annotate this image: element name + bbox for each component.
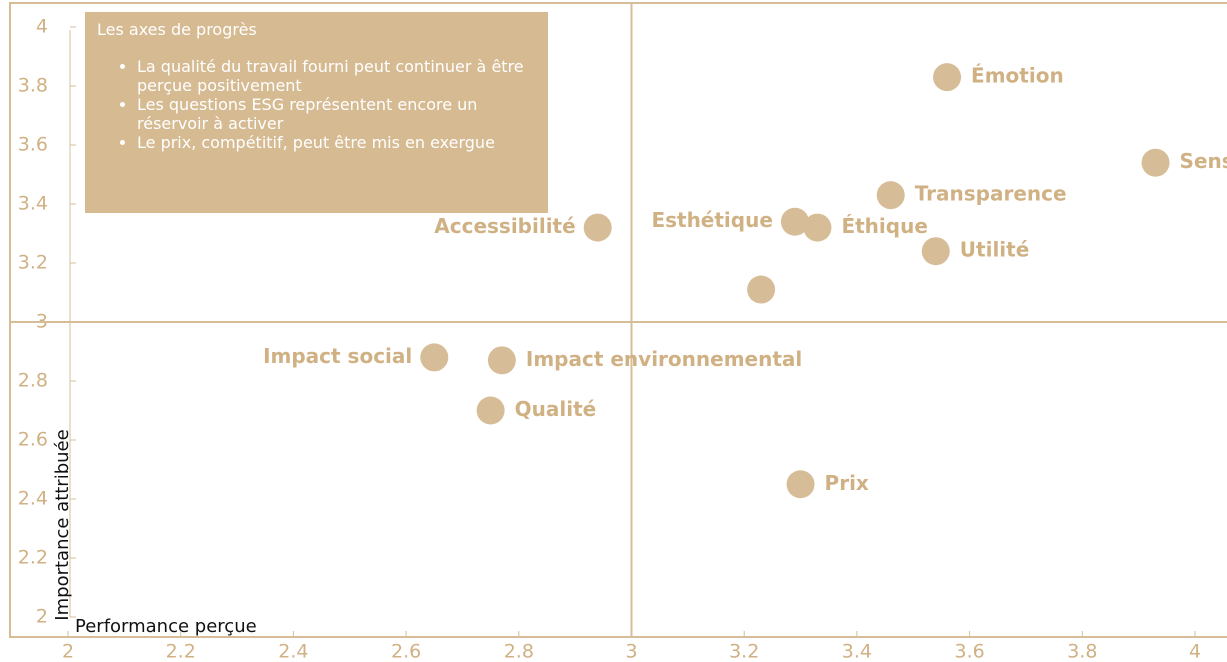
point-label: Impact social xyxy=(263,344,412,368)
point xyxy=(786,470,815,499)
y-tick-label: 3.4 xyxy=(18,193,48,215)
annotation-item: Le prix, compétitif, peut être mis en ex… xyxy=(137,133,536,152)
frame xyxy=(9,2,1227,638)
y-tick-label: 3.2 xyxy=(18,252,48,274)
point xyxy=(420,343,449,372)
point xyxy=(476,396,505,425)
point-label: Émotion xyxy=(971,64,1064,88)
x-tick-label: 3.2 xyxy=(729,641,759,662)
point xyxy=(747,275,776,304)
point-label: Éthique xyxy=(841,214,927,238)
point-label: Transparence xyxy=(915,182,1067,206)
x-tick-label: 2.4 xyxy=(278,641,308,662)
x-tick-label: 2.2 xyxy=(166,641,196,662)
point-label: Esthétique xyxy=(651,208,772,232)
x-tick-label: 2 xyxy=(62,641,74,662)
point-label: Qualité xyxy=(515,397,597,421)
x-tick-label: 3.8 xyxy=(1067,641,1097,662)
annotation-item: La qualité du travail fourni peut contin… xyxy=(137,57,536,95)
y-tick-label: 2.6 xyxy=(18,429,48,451)
y-tick-label: 4 xyxy=(36,16,48,38)
point xyxy=(1141,148,1170,177)
point xyxy=(803,213,832,242)
y-tick-label: 2 xyxy=(36,606,48,628)
point xyxy=(933,63,962,92)
point-label: Sens xyxy=(1180,149,1227,173)
point-label: Impact environnemental xyxy=(526,347,802,371)
point xyxy=(921,237,950,266)
y-tick-label: 3.6 xyxy=(18,134,48,156)
point xyxy=(487,346,516,375)
y-axis-label: Importance attribuée xyxy=(52,429,73,620)
x-tick-label: 2.6 xyxy=(391,641,421,662)
y-tick-label: 2.2 xyxy=(18,547,48,569)
annotation-box: Les axes de progrès La qualité du travai… xyxy=(85,12,548,213)
x-tick-label: 4 xyxy=(1189,641,1201,662)
annotation-item: Les questions ESG représentent encore un… xyxy=(137,95,536,133)
point-label: Prix xyxy=(825,471,869,495)
point-label: Accessibilité xyxy=(434,214,575,238)
x-axis-label: Performance perçue xyxy=(75,616,257,637)
y-tick-label: 2.8 xyxy=(18,370,48,392)
point-label: Utilité xyxy=(960,238,1030,262)
x-tick-label: 3.4 xyxy=(842,641,872,662)
x-tick-label: 3 xyxy=(625,641,637,662)
y-tick-label: 2.4 xyxy=(18,488,48,510)
point xyxy=(583,213,612,242)
x-tick-label: 3.6 xyxy=(954,641,984,662)
annotation-list: La qualité du travail fourni peut contin… xyxy=(97,57,536,152)
x-tick-label: 2.8 xyxy=(504,641,534,662)
point xyxy=(780,207,809,236)
annotation-title: Les axes de progrès xyxy=(97,20,257,39)
point xyxy=(876,181,905,210)
y-tick-label: 3.8 xyxy=(18,75,48,97)
